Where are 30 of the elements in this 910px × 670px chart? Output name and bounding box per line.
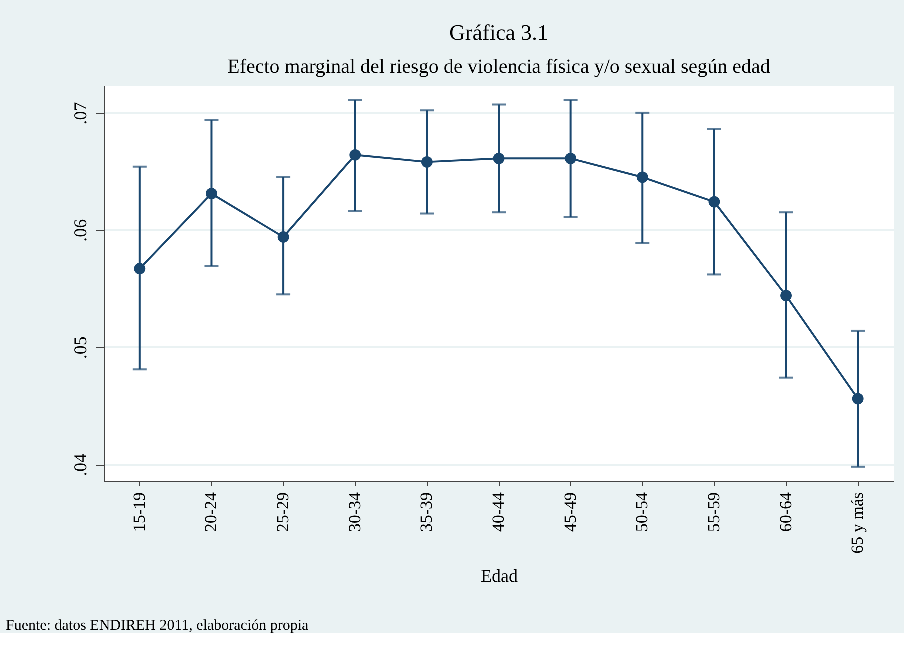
point — [493, 152, 505, 164]
point — [708, 196, 720, 208]
x-tick-label: 15-19 — [130, 492, 149, 532]
x-tick-label: 65 y más — [848, 492, 868, 554]
x-tick-label: 50-54 — [632, 492, 652, 532]
y-tick-label: .06 — [70, 219, 90, 242]
chart-title: Gráfica 3.1 — [450, 20, 548, 45]
point — [780, 290, 792, 302]
chart-subtitle: Efecto marginal del riesgo de violencia física y/o sexual según edad — [228, 56, 770, 78]
y-tick-label: .07 — [70, 102, 90, 125]
point — [206, 188, 218, 200]
point — [636, 172, 648, 184]
x-tick-label: 20-24 — [202, 492, 221, 532]
point — [852, 393, 864, 405]
x-tick-label: 25-29 — [274, 492, 293, 532]
point — [565, 152, 577, 164]
point — [134, 263, 146, 275]
x-tick-label: 60-64 — [776, 492, 796, 532]
y-tick-label: .04 — [70, 454, 90, 476]
x-tick-label: 35-39 — [417, 492, 436, 532]
point — [421, 156, 433, 168]
x-tick-label: 45-49 — [560, 492, 580, 532]
point — [350, 149, 362, 161]
y-tick-label: .05 — [70, 336, 90, 360]
x-axis-title: Edad — [481, 566, 518, 586]
point — [278, 232, 290, 243]
x-tick-label: 55-59 — [704, 492, 724, 532]
x-tick-label: 30-34 — [345, 492, 364, 532]
source-note: Fuente: datos ENDIREH 2011, elaboración propia — [6, 618, 310, 634]
x-tick-label: 40-44 — [489, 492, 508, 532]
